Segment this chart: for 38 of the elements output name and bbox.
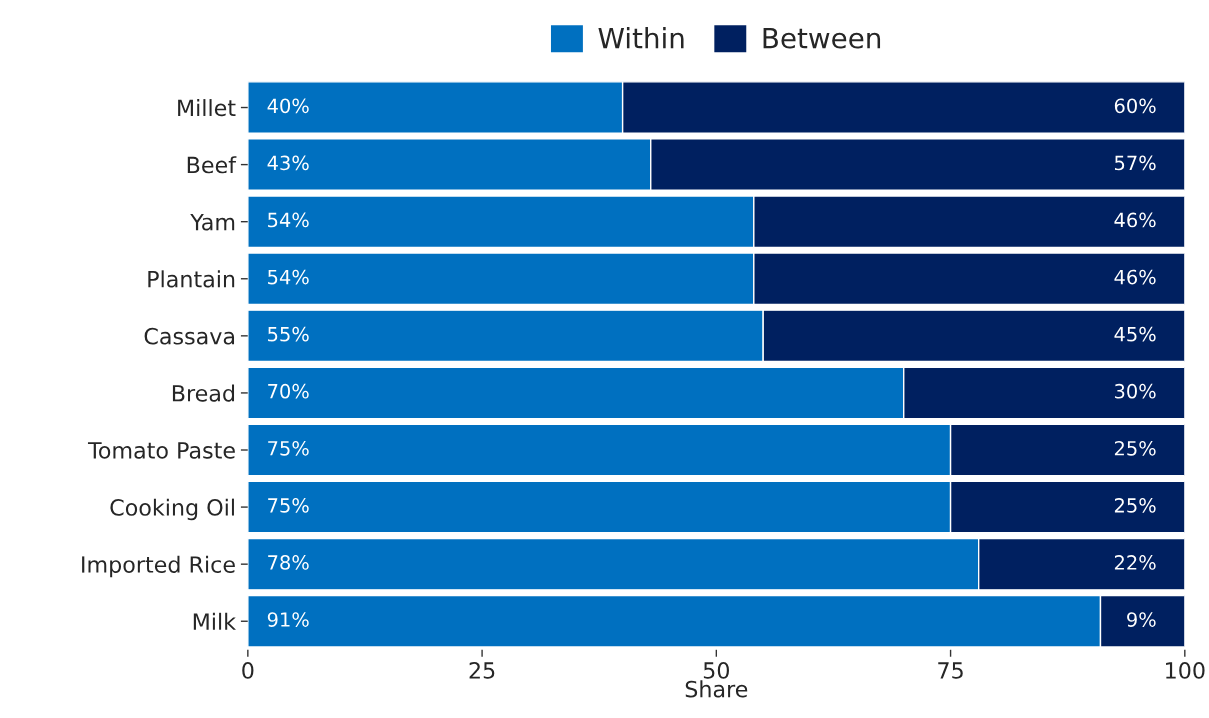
data-label: 54% — [268, 269, 309, 285]
data-label: 54% — [268, 212, 309, 228]
data-label: 46% — [1114, 212, 1156, 228]
y-tick-label: Yam — [190, 213, 235, 231]
x-tick-label: 75 — [938, 662, 963, 679]
data-label: 55% — [268, 326, 309, 342]
data-label: 91% — [267, 612, 309, 627]
data-label: 43% — [267, 155, 309, 171]
y-tick-label: Beef — [187, 156, 237, 174]
y-tick-label: Cooking Oil — [110, 498, 234, 521]
data-label: 60% — [1114, 98, 1156, 114]
x-tick-label: 100 — [1166, 661, 1205, 679]
y-tick-label: Bread — [172, 384, 235, 402]
data-label: 25% — [1114, 440, 1156, 456]
y-tick-label: Millet — [178, 99, 236, 117]
data-label: 30% — [1114, 383, 1156, 399]
data-label: 70% — [268, 383, 309, 399]
x-tick-label: 50 — [703, 661, 729, 679]
data-label: 9% — [1127, 612, 1156, 627]
legend-label: Between — [763, 27, 881, 49]
data-label: 46% — [1114, 269, 1156, 285]
y-tick-label: Milk — [193, 612, 236, 630]
data-label: 45% — [1114, 326, 1156, 342]
y-tick-label: Tomato Paste — [87, 442, 235, 459]
x-tick-label: 0 — [242, 661, 254, 679]
legend-label: Within — [598, 27, 684, 49]
x-tick-label: 25 — [469, 661, 495, 679]
data-label: 22% — [1114, 555, 1156, 570]
data-label: 25% — [1114, 498, 1156, 513]
data-label: 40% — [267, 98, 309, 114]
y-tick-label: Cassava — [144, 327, 235, 345]
y-tick-label: Imported Rice — [82, 555, 235, 578]
data-label: 57% — [1114, 155, 1156, 171]
data-label: 78% — [268, 555, 309, 570]
x-axis-title: Share — [685, 680, 748, 698]
data-label: 75% — [268, 440, 309, 456]
y-tick-label: Plantain — [148, 270, 235, 288]
data-label: 75% — [268, 498, 309, 513]
